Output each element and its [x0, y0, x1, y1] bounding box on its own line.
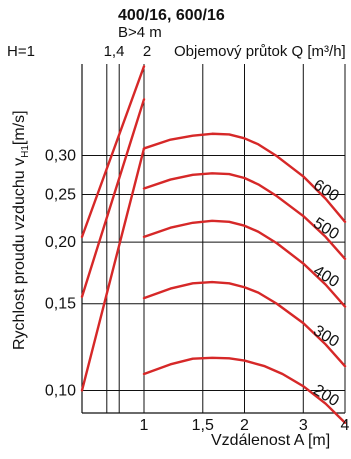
series-line-200	[142, 356, 347, 424]
header-right-label: Objemový průtok Q [m³/h]	[174, 43, 346, 60]
x-tick-label-1: 1,5	[192, 417, 214, 434]
series-line-400	[142, 219, 347, 308]
series-label-500: 500	[310, 215, 342, 244]
x-tick-label-0: 1	[140, 417, 149, 434]
y-tick-label-0: 0,10	[45, 382, 76, 399]
header-h-tick-1: 2	[143, 43, 151, 60]
x-axis-label: Vzdálenost A [m]	[211, 432, 330, 449]
header-h-tick-0: 1,4	[104, 43, 125, 60]
y-tick-label-4: 0,30	[45, 147, 76, 164]
x-tick-label-4: 4	[341, 417, 350, 434]
series-label-400: 400	[310, 263, 342, 292]
series-label-300: 300	[310, 322, 342, 351]
y-tick-label-3: 0,25	[45, 186, 76, 203]
series-label-200: 200	[310, 382, 342, 411]
left-line-0	[80, 147, 146, 392]
series-line-500	[142, 172, 347, 261]
series-line-600	[142, 132, 347, 223]
y-axis-label-unit: [m/s]	[11, 110, 28, 145]
labels-layer: 1 1,5 2 3 4 0,10 0,15 0,20 0,25 0,30 1,4 2 200 300 400…	[45, 43, 350, 434]
series-label-600: 600	[310, 177, 342, 206]
y-tick-label-2: 0,20	[45, 234, 76, 251]
left-line-1	[80, 98, 146, 298]
grid-layer	[81, 64, 346, 414]
series-line-300	[142, 280, 347, 368]
chart-title: 400/16, 600/16	[118, 7, 225, 24]
curve-layer	[80, 65, 347, 424]
x-tick-label-3: 3	[299, 417, 308, 434]
y-axis-label-subscript: H1	[20, 145, 31, 158]
left-line-2	[80, 65, 146, 239]
x-tick-label-2: 2	[240, 417, 249, 434]
chart-subtitle: B>4 m	[118, 24, 162, 41]
y-tick-label-1: 0,15	[45, 296, 76, 313]
y-axis-label-main: Rychlost proudu vzduchu v	[11, 158, 28, 350]
y-axis-label: Rychlost proudu vzduchu vH1[m/s]	[11, 110, 31, 350]
header-left-label: H=1	[7, 43, 35, 60]
